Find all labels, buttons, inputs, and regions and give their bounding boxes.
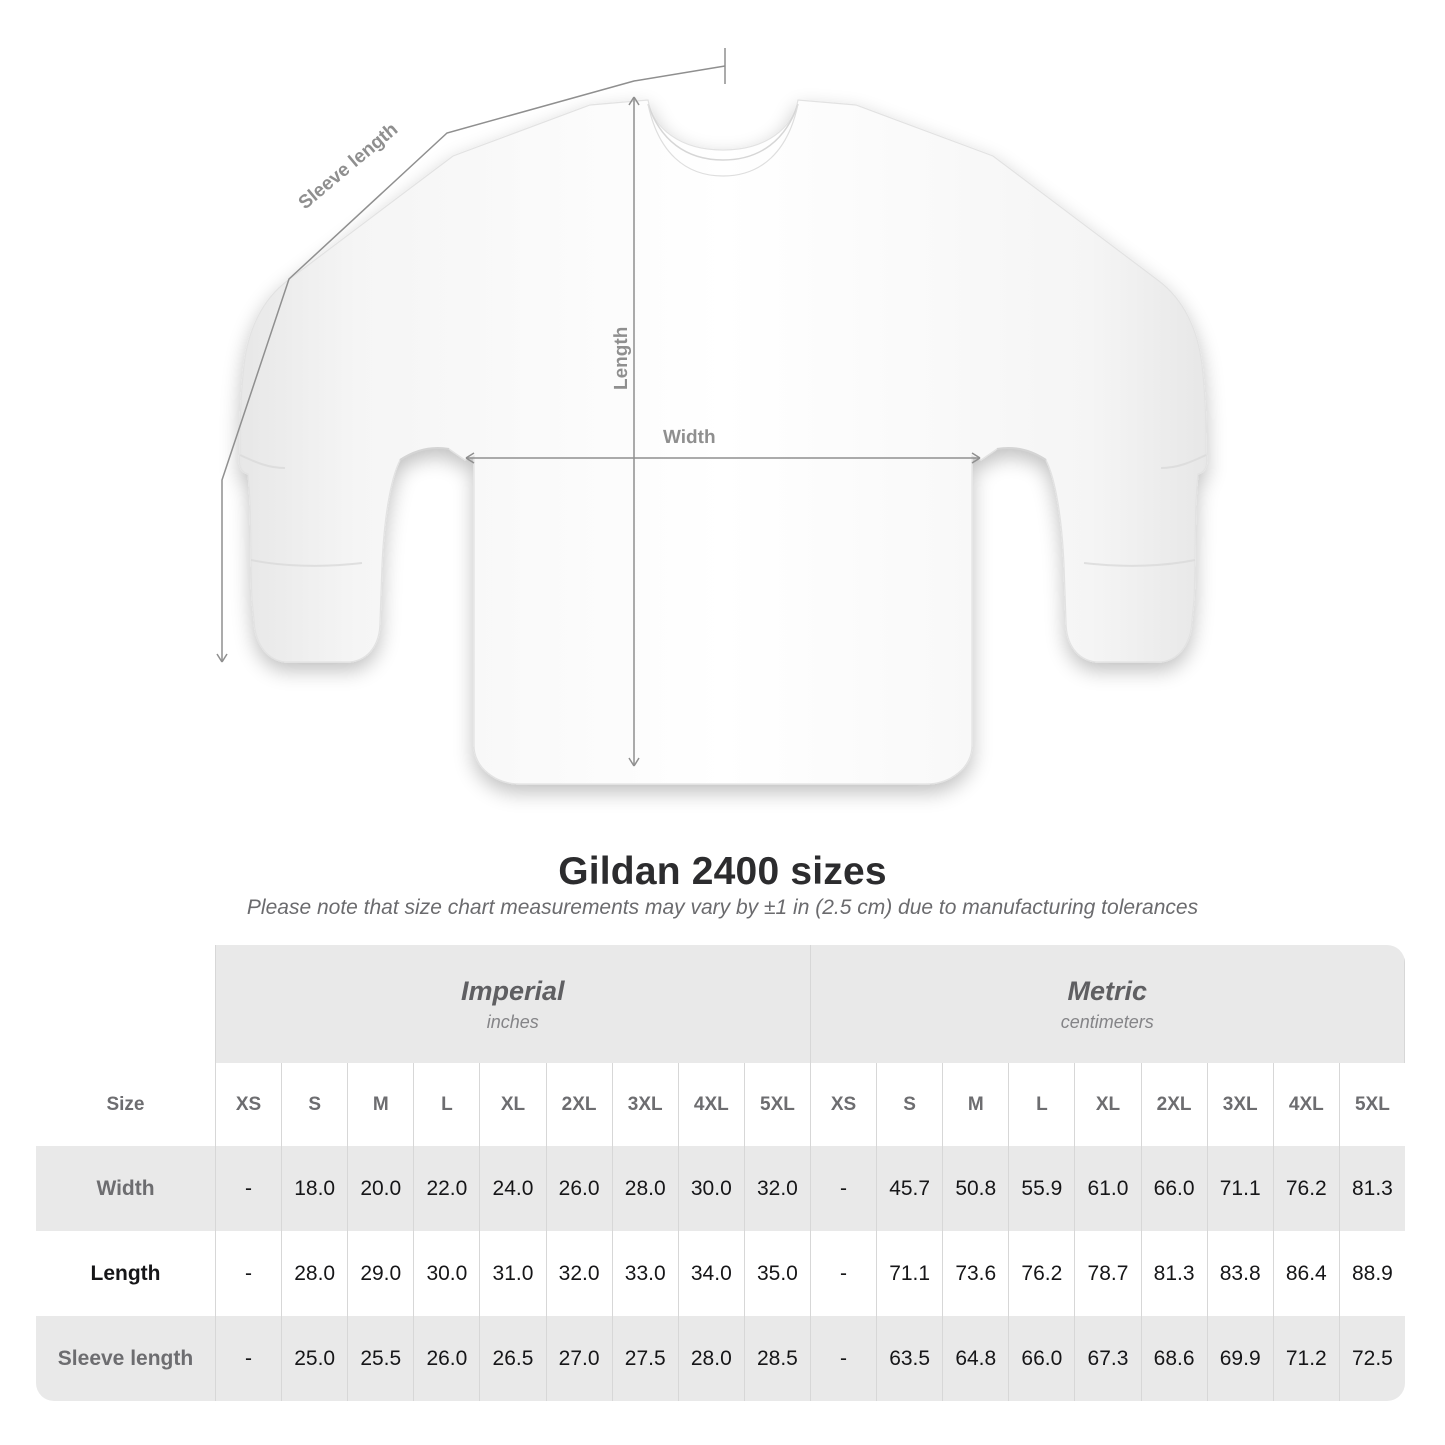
svg-text:Width: Width [663, 427, 716, 448]
svg-text:Sleeve length: Sleeve length [295, 119, 402, 214]
svg-text:Length: Length [611, 327, 632, 390]
